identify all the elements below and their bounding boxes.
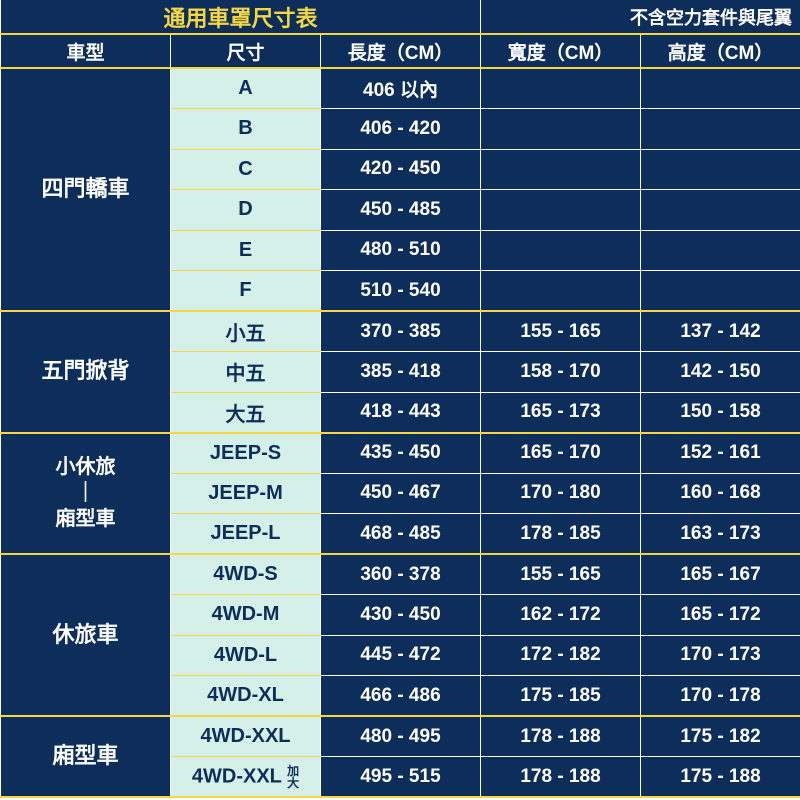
height-cell	[641, 271, 800, 312]
category-cell: 四門轎車	[1, 68, 171, 311]
width-cell: 170 - 180	[481, 473, 641, 514]
height-cell	[641, 190, 800, 231]
length-cell: 430 - 450	[321, 595, 481, 636]
length-cell: 495 - 515	[321, 757, 481, 798]
width-cell	[481, 68, 641, 109]
col-header-3: 寬度（CM）	[481, 34, 641, 68]
length-cell: 360 - 378	[321, 554, 481, 595]
category-cell: 小休旅｜廂型車	[1, 433, 171, 555]
height-cell	[641, 68, 800, 109]
col-header-4: 高度（CM）	[641, 34, 800, 68]
height-cell: 170 - 173	[641, 635, 800, 676]
length-cell: 445 - 472	[321, 635, 481, 676]
size-cell: 4WD-L	[171, 635, 321, 676]
width-cell: 155 - 165	[481, 554, 641, 595]
width-cell: 178 - 185	[481, 514, 641, 555]
length-cell: 406 - 420	[321, 109, 481, 150]
width-cell: 172 - 182	[481, 635, 641, 676]
height-cell	[641, 230, 800, 271]
category-cell: 休旅車	[1, 554, 171, 716]
size-cell: 小五	[171, 311, 321, 352]
width-cell: 155 - 165	[481, 311, 641, 352]
width-cell	[481, 149, 641, 190]
height-cell: 142 - 150	[641, 352, 800, 393]
width-cell: 165 - 170	[481, 433, 641, 474]
length-cell: 406 以內	[321, 68, 481, 109]
width-cell	[481, 190, 641, 231]
length-cell: 418 - 443	[321, 392, 481, 433]
height-cell	[641, 109, 800, 150]
height-cell: 163 - 173	[641, 514, 800, 555]
size-cell: JEEP-L	[171, 514, 321, 555]
length-cell: 450 - 485	[321, 190, 481, 231]
length-cell: 420 - 450	[321, 149, 481, 190]
width-cell: 165 - 173	[481, 392, 641, 433]
length-cell: 480 - 495	[321, 716, 481, 757]
size-cell: D	[171, 190, 321, 231]
width-cell	[481, 109, 641, 150]
size-cell: JEEP-M	[171, 473, 321, 514]
col-header-2: 長度（CM）	[321, 34, 481, 68]
width-cell: 178 - 188	[481, 716, 641, 757]
category-cell: 五門掀背	[1, 311, 171, 433]
width-cell	[481, 230, 641, 271]
size-cell: C	[171, 149, 321, 190]
length-cell: 435 - 450	[321, 433, 481, 474]
width-cell	[481, 271, 641, 312]
car-cover-size-table: 通用車罩尺寸表不含空力套件與尾翼車型尺寸長度（CM）寬度（CM）高度（CM） 四門…	[0, 0, 800, 798]
height-cell: 165 - 167	[641, 554, 800, 595]
size-cell: B	[171, 109, 321, 150]
length-cell: 370 - 385	[321, 311, 481, 352]
size-cell: 4WD-M	[171, 595, 321, 636]
category-cell: 廂型車	[1, 716, 171, 797]
length-cell: 510 - 540	[321, 271, 481, 312]
height-cell: 170 - 178	[641, 676, 800, 717]
height-cell: 137 - 142	[641, 311, 800, 352]
size-cell: 4WD-S	[171, 554, 321, 595]
size-cell: 大五	[171, 392, 321, 433]
length-cell: 468 - 485	[321, 514, 481, 555]
height-cell: 150 - 158	[641, 392, 800, 433]
width-cell: 175 - 185	[481, 676, 641, 717]
height-cell: 160 - 168	[641, 473, 800, 514]
length-cell: 466 - 486	[321, 676, 481, 717]
width-cell: 158 - 170	[481, 352, 641, 393]
size-cell: 4WD-XXL 加大	[171, 757, 321, 798]
length-cell: 450 - 467	[321, 473, 481, 514]
col-header-1: 尺寸	[171, 34, 321, 68]
size-cell: A	[171, 68, 321, 109]
size-cell: F	[171, 271, 321, 312]
length-cell: 385 - 418	[321, 352, 481, 393]
height-cell: 175 - 182	[641, 716, 800, 757]
size-cell: JEEP-S	[171, 433, 321, 474]
size-cell: 4WD-XXL	[171, 716, 321, 757]
width-cell: 178 - 188	[481, 757, 641, 798]
size-cell: 中五	[171, 352, 321, 393]
width-cell: 162 - 172	[481, 595, 641, 636]
height-cell: 152 - 161	[641, 433, 800, 474]
length-cell: 480 - 510	[321, 230, 481, 271]
height-cell: 165 - 172	[641, 595, 800, 636]
size-cell: 4WD-XL	[171, 676, 321, 717]
col-header-0: 車型	[1, 34, 171, 68]
table-title: 通用車罩尺寸表	[1, 0, 481, 34]
size-cell: E	[171, 230, 321, 271]
height-cell: 175 - 188	[641, 757, 800, 798]
height-cell	[641, 149, 800, 190]
table-subtitle: 不含空力套件與尾翼	[481, 0, 800, 34]
